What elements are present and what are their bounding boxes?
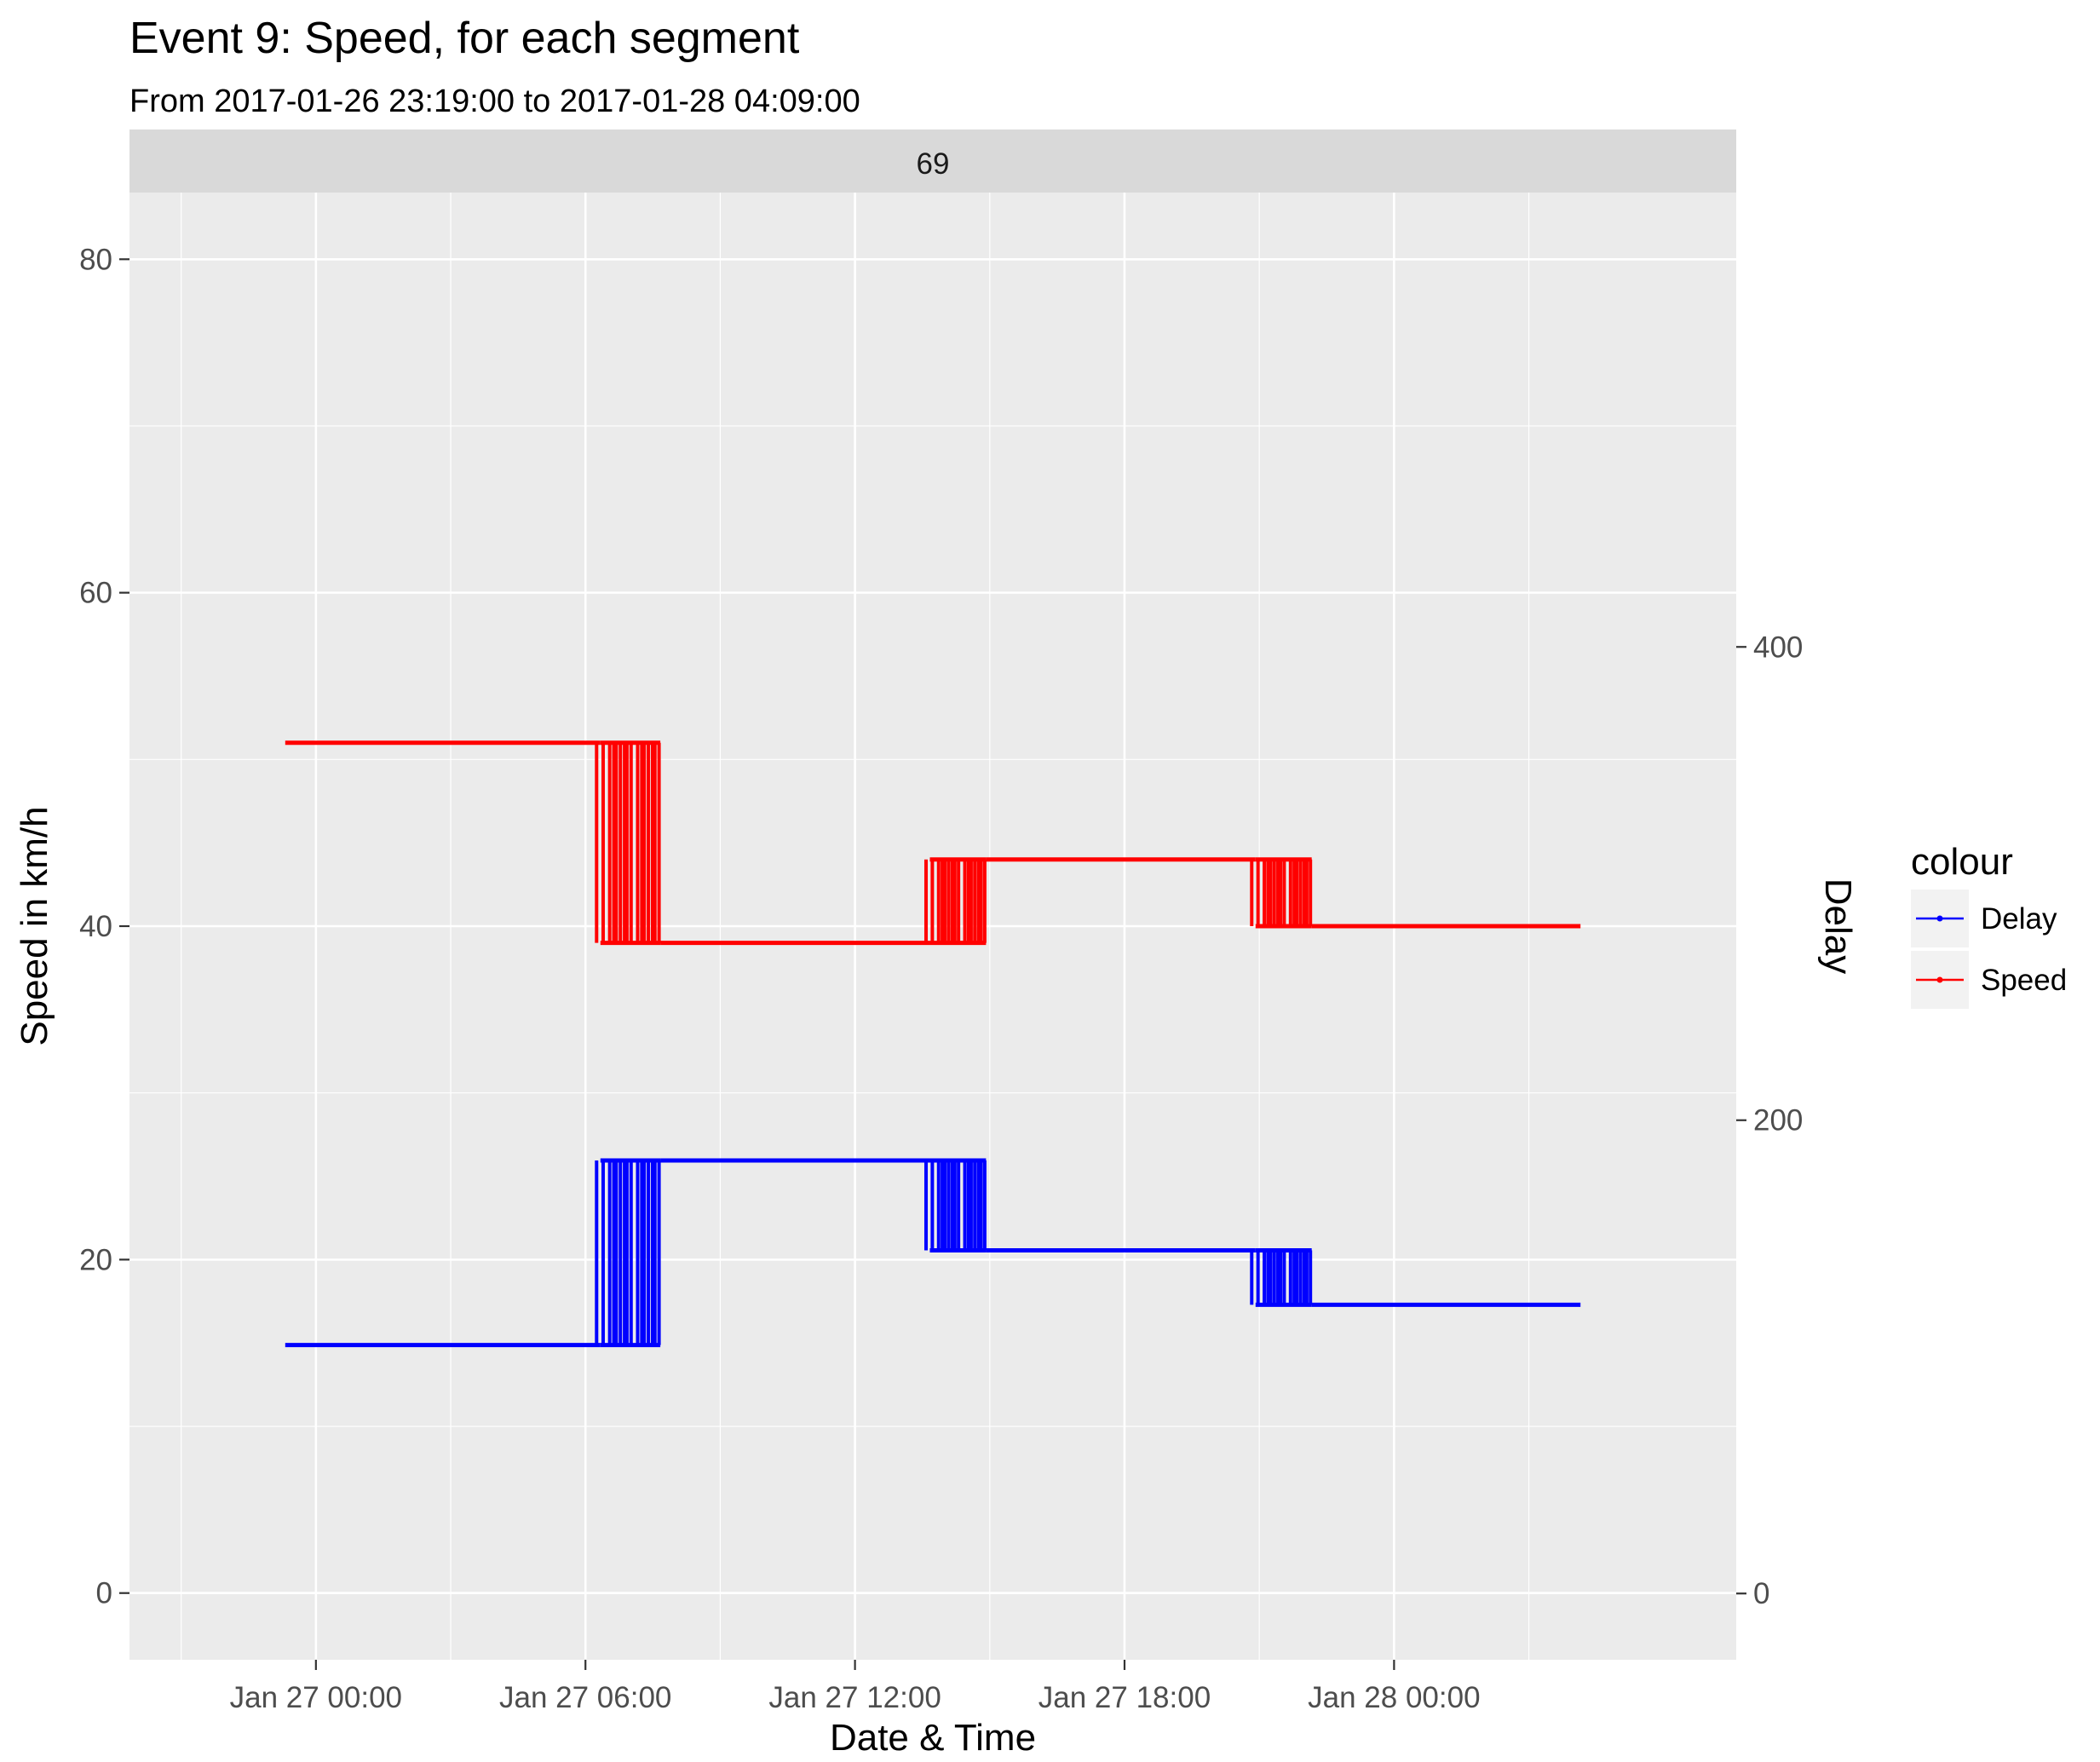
grid (129, 193, 1736, 1660)
legend-label: Speed (1981, 964, 2067, 997)
y-tick-label: 20 (79, 1243, 112, 1276)
x-tick-label: Jan 27 06:00 (499, 1681, 671, 1714)
y-tick-label: 0 (96, 1577, 112, 1610)
y-tick-label: 40 (79, 910, 112, 943)
x-tick-label: Jan 27 18:00 (1038, 1681, 1211, 1714)
chart-subtitle: From 2017-01-26 23:19:00 to 2017-01-28 0… (129, 83, 860, 119)
x-tick-label: Jan 28 00:00 (1308, 1681, 1480, 1714)
x-tick-label: Jan 27 00:00 (230, 1681, 402, 1714)
y2-tick-label: 0 (1753, 1577, 1769, 1610)
y2-tick-label: 400 (1753, 631, 1803, 664)
x-tick-label: Jan 27 12:00 (768, 1681, 941, 1714)
axis-layer: Jan 27 00:00 Jan 27 06:00 Jan 27 12:00 Jan … (79, 243, 1803, 1714)
legend-key-point (1936, 976, 1943, 983)
chart-title: Event 9: Speed, for each segment (129, 14, 800, 63)
series-layer (285, 740, 1581, 1348)
y-tick-label: 80 (79, 243, 112, 276)
legend-title: colour (1911, 841, 2013, 883)
y2-tick-label: 200 (1753, 1104, 1803, 1137)
legend: colour Delay Speed (1911, 841, 2067, 1009)
y-tick-label: 60 (79, 577, 112, 610)
facet-strip (129, 130, 1736, 193)
x-axis-title: Date & Time (830, 1717, 1036, 1759)
series-delay (285, 1158, 1581, 1348)
legend-key-point (1936, 915, 1943, 922)
legend-label: Delay (1981, 902, 2057, 936)
y-axis-title: Speed in km/h (14, 806, 55, 1045)
series-speed (285, 740, 1581, 946)
facet-label: 69 (917, 147, 950, 181)
y2-axis-title: Delay (1817, 878, 1859, 975)
